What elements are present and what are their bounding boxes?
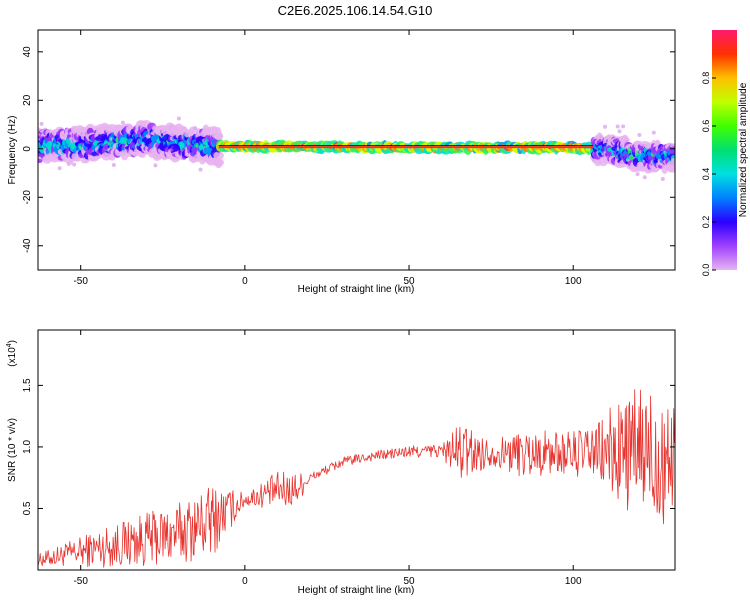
snr-y-tick-label: 1.5 <box>22 378 33 392</box>
snr-y-multiplier: (x104) <box>6 340 18 367</box>
spectrogram-outlier <box>193 126 198 131</box>
spectrogram-ticks: -50 0 50 100 40 20 0 -20 -40 <box>22 30 675 287</box>
spectrogram-outlier <box>617 129 622 134</box>
spectrogram-y-tick-label: 0 <box>22 146 33 152</box>
spectrogram-outlier <box>635 172 640 177</box>
spectrogram-outlier <box>621 124 626 129</box>
snr-y-axis-label: SNR (10 * v/v) <box>7 418 18 482</box>
snr-x-tick-label: -50 <box>73 576 88 587</box>
spectrogram-cell <box>213 158 225 167</box>
snr-y-tick-label: 0.5 <box>22 501 33 515</box>
spectrogram-y-tick-label: 40 <box>22 46 33 58</box>
spectrogram-cell <box>94 155 102 160</box>
spectrogram-y-tick-label: -40 <box>22 238 33 253</box>
snr-x-tick-label: 0 <box>242 576 248 587</box>
colorbar: 0.0 0.2 0.4 0.6 0.8 Normalized spectral ampl… <box>701 30 749 276</box>
snr-x-tick-label: 50 <box>403 576 415 587</box>
spectrogram-x-tick-label: 100 <box>565 276 582 287</box>
spectrogram-outlier <box>651 130 656 135</box>
spectrogram-outlier <box>176 116 181 121</box>
spectrogram-y-tick-label: 20 <box>22 94 33 106</box>
snr-multiplier-base: (x104) <box>6 340 18 367</box>
spectrogram-outlier <box>660 177 665 182</box>
spectrogram-cell <box>671 157 675 164</box>
spectrogram-outlier <box>603 124 608 129</box>
colorbar-tick-label: 0.2 <box>701 216 711 229</box>
spectrogram-outlier <box>39 121 44 126</box>
spectrogram-y-tick-label: -20 <box>22 190 33 205</box>
snr-series-line <box>38 389 675 568</box>
snr-background <box>38 330 675 570</box>
spectrogram-panel: -50 0 50 100 40 20 0 -20 -40 Height of straight … <box>7 29 676 295</box>
spectrogram-cell <box>213 151 224 160</box>
spectrogram-x-tick-label: 0 <box>242 276 248 287</box>
snr-frame <box>37 329 676 571</box>
colorbar-tick-label: 0.0 <box>701 264 711 277</box>
spectrogram-outlier <box>57 166 62 171</box>
spectrogram-cell <box>670 165 675 173</box>
spectrogram-frame <box>37 29 676 271</box>
snr-y-tick-label: 1.0 <box>22 440 33 454</box>
spectrogram-heatmap <box>38 116 675 182</box>
figure-title: C2E6.2025.106.14.54.G10 <box>278 3 433 18</box>
colorbar-tick-label: 0.8 <box>701 72 711 85</box>
colorbar-tick-label: 0.4 <box>701 168 711 181</box>
spectrogram-outlier <box>153 163 158 168</box>
spectrogram-outlier <box>642 175 647 180</box>
spectrogram-x-tick-label: -50 <box>73 276 88 287</box>
colorbar-tick-label: 0.6 <box>701 120 711 133</box>
spectrogram-outlier <box>615 124 620 129</box>
snr-x-axis-label: Height of straight line (km) <box>298 585 415 596</box>
spectrogram-outlier <box>198 167 203 172</box>
snr-panel: -50 0 50 100 0.5 1.0 1.5 Height of straight li… <box>6 329 676 596</box>
snr-ticks: -50 0 50 100 0.5 1.0 1.5 <box>22 330 675 587</box>
spectrogram-y-axis-label: Frequency (Hz) <box>7 116 18 185</box>
colorbar-gradient <box>712 30 737 270</box>
spectrogram-outlier <box>72 162 77 167</box>
spectrogram-outlier <box>111 162 116 167</box>
spectrogram-outlier <box>120 120 125 125</box>
spectrogram-x-axis-label: Height of straight line (km) <box>298 284 415 295</box>
spectrogram-cell <box>214 133 223 140</box>
spectrogram-x-tick-label: 50 <box>403 276 415 287</box>
colorbar-ticks: 0.0 0.2 0.4 0.6 0.8 <box>701 72 716 277</box>
snr-x-tick-label: 100 <box>565 576 582 587</box>
spectrogram-cell <box>668 146 675 155</box>
spectrogram-outlier <box>637 133 642 138</box>
colorbar-label: Normalized spectral amplitude <box>738 82 749 217</box>
